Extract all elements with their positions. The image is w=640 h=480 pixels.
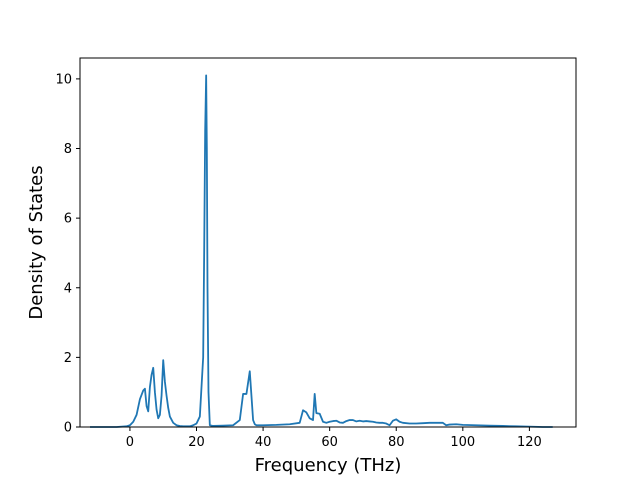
y-axis-ticks: 0 2 4 6 8 10 — [55, 72, 80, 436]
x-tick-label: 120 — [517, 435, 542, 450]
x-tick-label: 80 — [388, 435, 405, 450]
y-axis-label: Density of States — [26, 165, 47, 319]
x-tick-label: 40 — [255, 435, 272, 450]
y-tick-label: 10 — [55, 72, 72, 87]
y-tick-label: 0 — [64, 421, 72, 436]
x-tick-label: 60 — [321, 435, 338, 450]
y-tick-label: 8 — [64, 142, 72, 157]
x-tick-label: 0 — [126, 435, 134, 450]
plot-frame — [79, 57, 577, 428]
x-axis-label: Frequency (THz) — [255, 455, 402, 476]
x-axis-ticks: 0 20 40 60 80 100 120 — [126, 427, 542, 450]
dos-series-line — [89, 74, 553, 428]
x-tick-label: 20 — [188, 435, 205, 450]
x-tick-label: 100 — [450, 435, 475, 450]
y-tick-label: 4 — [64, 281, 72, 296]
y-tick-label: 6 — [64, 212, 72, 227]
y-tick-label: 2 — [64, 351, 72, 366]
